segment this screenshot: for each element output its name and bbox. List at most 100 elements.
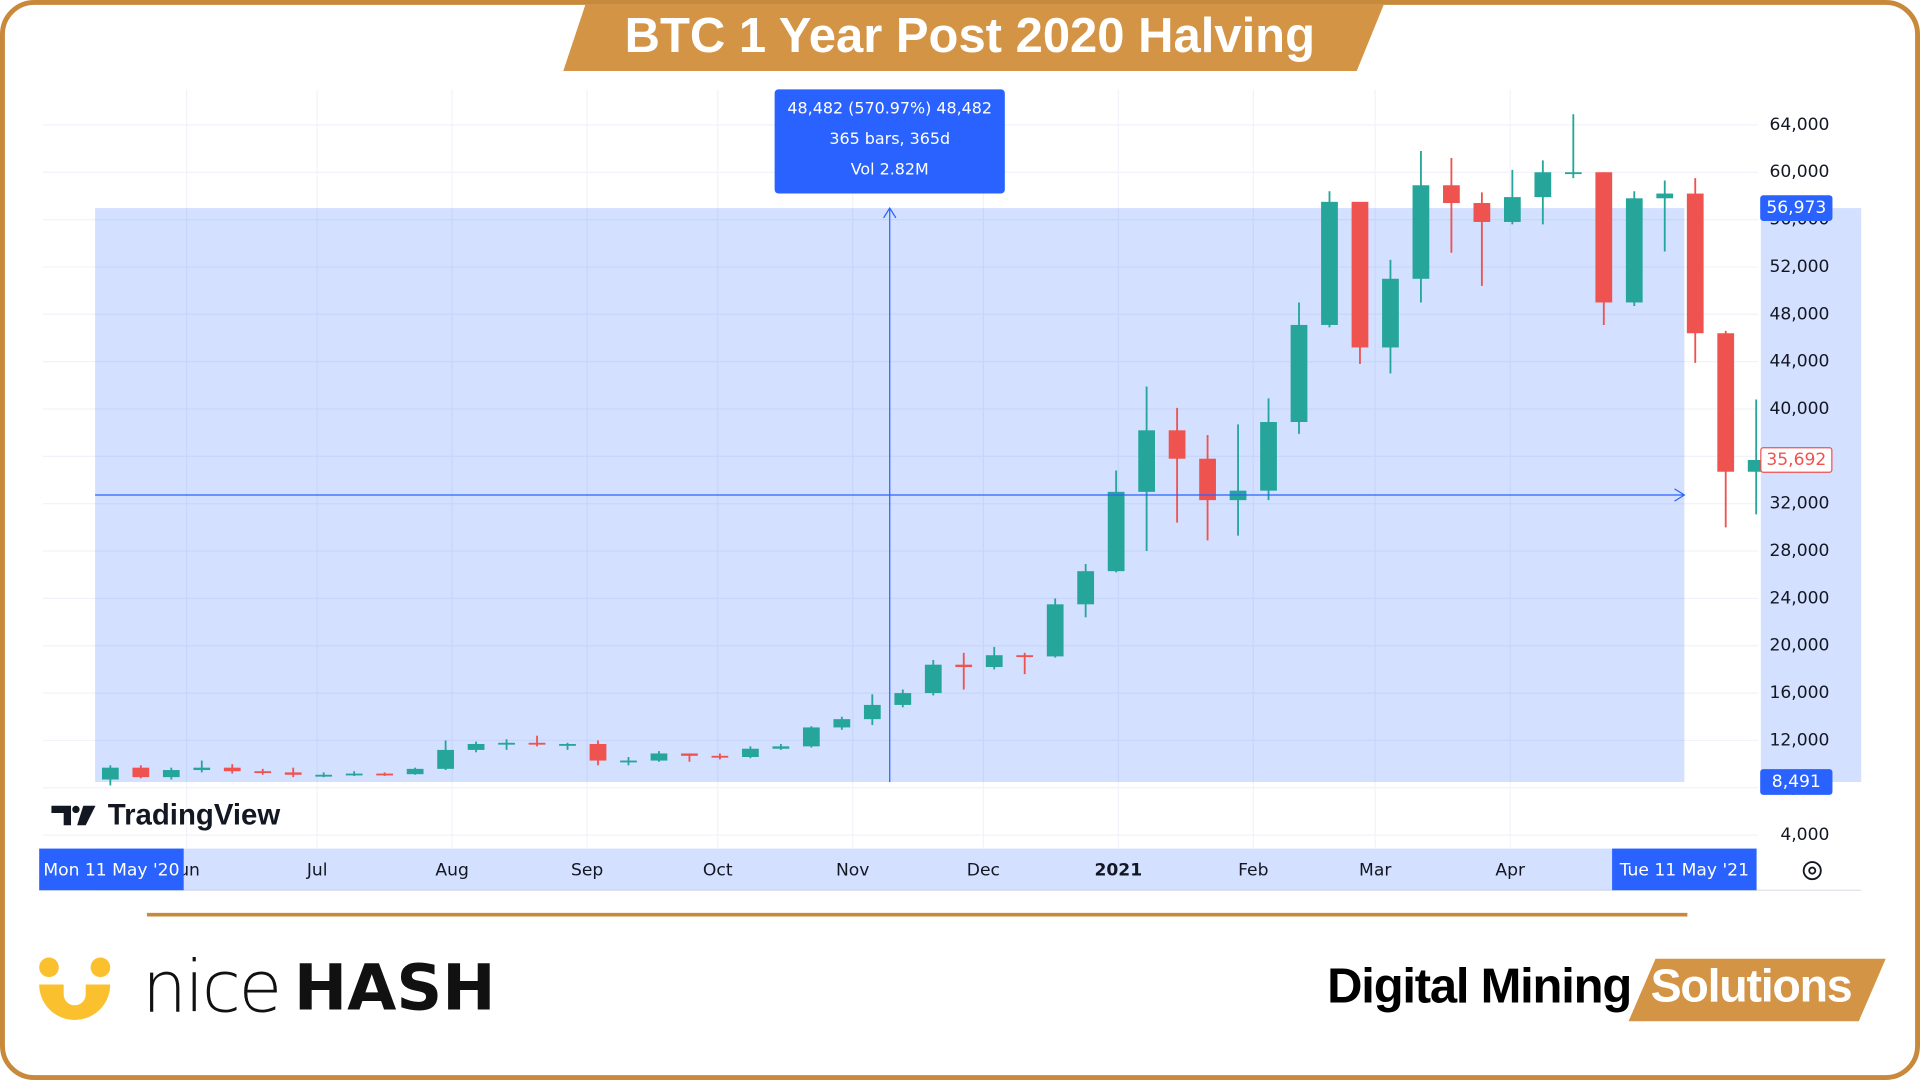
candle-body — [1016, 655, 1034, 658]
x-tick-label: Sep — [571, 861, 603, 881]
y-tick-label: 44,000 — [1769, 352, 1829, 372]
candle-body — [193, 767, 211, 771]
x-tick-label: 2021 — [1094, 861, 1142, 881]
tagline-tab — [1628, 958, 1886, 1022]
price-marker — [1760, 195, 1833, 221]
candle-body — [711, 755, 729, 758]
candle-body — [1046, 604, 1064, 657]
candle-body — [1138, 430, 1155, 492]
x-tick-label: Oct — [703, 861, 733, 881]
candle-body — [528, 742, 546, 745]
candle-body — [1290, 324, 1308, 423]
time-axis-background — [39, 848, 1862, 891]
x-tick-label: Apr — [1495, 861, 1526, 881]
candle-body — [1168, 430, 1186, 459]
candle-body — [1534, 172, 1552, 198]
tagline: Digital Mining — [1327, 959, 1631, 1013]
y-tick-label: 60,000 — [1769, 162, 1829, 182]
candle-body — [498, 742, 515, 745]
watermark: TradingView — [108, 799, 281, 832]
candle-body — [772, 746, 790, 749]
measure-arrowhead — [883, 206, 897, 219]
candle-body — [1473, 203, 1491, 222]
title-tab — [563, 4, 1384, 72]
x-tick-label: Mar — [1359, 861, 1392, 881]
candle-body — [1107, 491, 1125, 572]
date-marker-label: Mon 11 May '20 — [43, 861, 179, 881]
candle-body — [802, 727, 820, 747]
x-tick-label: Nov — [836, 861, 869, 881]
candle-body — [894, 693, 912, 705]
axis-range-band — [1760, 208, 1862, 782]
y-tick-label: 24,000 — [1769, 588, 1829, 608]
candle-body — [1564, 172, 1582, 175]
candle-body — [284, 772, 302, 775]
y-tick-label: 40,000 — [1769, 399, 1829, 419]
candle-body — [742, 748, 759, 758]
y-tick-label: 48,000 — [1769, 304, 1829, 324]
candle-body — [1412, 185, 1430, 279]
candle-body — [863, 704, 881, 720]
candle-body — [1656, 193, 1674, 199]
price-marker-label: 56,973 — [1766, 198, 1826, 218]
candle-body — [406, 768, 424, 775]
candle-body — [559, 743, 576, 746]
measure-info: 365 bars, 365d — [829, 129, 950, 148]
y-tick-label: 52,000 — [1769, 257, 1829, 277]
candle-body — [1717, 333, 1735, 472]
tagline-highlight: Solutions — [1651, 960, 1852, 1012]
candle-body — [254, 771, 272, 774]
candle-body — [162, 770, 180, 778]
price-marker — [1760, 769, 1833, 795]
y-tick-label: 20,000 — [1769, 636, 1829, 656]
nicehash-logo: nice HASH — [39, 945, 496, 1028]
candle-body — [1747, 459, 1765, 472]
candle-body — [650, 753, 668, 761]
date-marker — [39, 848, 184, 891]
measure-info-box — [774, 89, 1005, 194]
candle-body — [467, 743, 485, 750]
x-tick-label: Dec — [967, 861, 1000, 881]
candle-body — [223, 767, 241, 772]
measure-arrowhead — [1674, 488, 1686, 502]
y-tick-label: 4,000 — [1780, 825, 1829, 845]
settings-icon — [1808, 866, 1817, 875]
logo-dot — [90, 957, 111, 978]
candle-body — [985, 655, 1003, 668]
price-marker-label: 35,692 — [1766, 450, 1826, 470]
price-marker-label: 8,491 — [1772, 772, 1821, 792]
candle-body — [924, 664, 942, 694]
candle-body — [101, 767, 119, 780]
watermark-logo — [51, 805, 96, 826]
candle-body — [833, 719, 851, 728]
candle-body — [1077, 571, 1095, 605]
candle-body — [955, 664, 973, 668]
y-tick-label: 12,000 — [1769, 730, 1829, 750]
y-tick-label: 32,000 — [1769, 494, 1829, 514]
plot-background — [39, 88, 1862, 848]
date-marker-label: Tue 11 May '21 — [1619, 861, 1749, 881]
candle-body — [437, 749, 454, 769]
chart-title: BTC 1 Year Post 2020 Halving — [625, 9, 1315, 63]
candle-body — [1382, 278, 1399, 348]
y-tick-label: 28,000 — [1769, 541, 1829, 561]
candle-body — [1686, 193, 1704, 334]
measure-info: Vol 2.82M — [851, 160, 929, 179]
logo-mouth — [63, 974, 86, 1006]
candle-body — [1503, 197, 1521, 222]
x-tick-label: Aug — [435, 861, 468, 881]
candle-body — [620, 760, 637, 763]
y-tick-label: 16,000 — [1769, 683, 1829, 703]
candle-body — [315, 774, 333, 777]
plot-area: 48,482 (570.97%) 48,482 365 bars, 365d Vol… — [39, 88, 1862, 891]
logo-dot — [39, 957, 59, 978]
brand-light: nice — [142, 945, 280, 1028]
candle-body — [1595, 172, 1613, 303]
y-tick-label: 64,000 — [1769, 115, 1829, 135]
candle-body — [681, 753, 698, 756]
candle-body — [589, 743, 607, 761]
candle-body — [1351, 201, 1369, 348]
x-tick-label: Feb — [1238, 861, 1268, 881]
